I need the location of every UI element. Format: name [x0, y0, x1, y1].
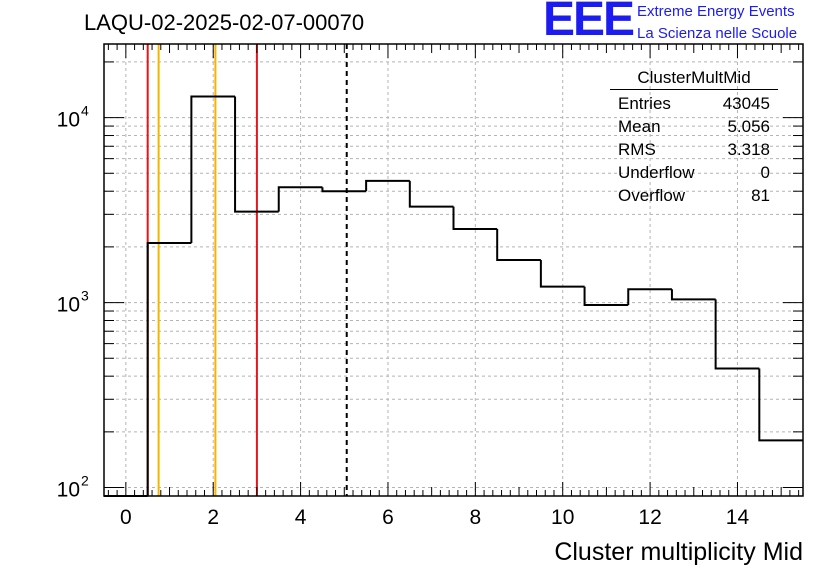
y-tick-label: 10: [57, 109, 80, 132]
x-tick-label: 10: [551, 506, 574, 529]
histogram-bin: [714, 299, 760, 370]
histogram-title: LAQU-02-2025-02-07-00070: [84, 10, 365, 35]
histogram-bin: [758, 368, 803, 442]
stats-label: Underflow: [618, 163, 695, 182]
stats-label: RMS: [618, 140, 656, 159]
x-tick-label: 14: [726, 506, 750, 529]
x-tick-label: 8: [470, 506, 482, 529]
histogram-bin: [190, 95, 236, 243]
histogram-bin: [277, 186, 323, 212]
x-tick-label: 0: [120, 506, 132, 529]
x-tick-label: 12: [638, 506, 661, 529]
y-tick-exponent: 4: [81, 103, 89, 119]
histogram-bin: [408, 180, 454, 208]
plot-frame-rect: [103, 43, 804, 497]
stats-row-mean: Mean 5.056: [610, 115, 778, 138]
x-tick-label: 4: [295, 506, 307, 529]
y-tick-label: 10: [57, 479, 80, 502]
eee-logo-mark: EEE: [543, 0, 635, 46]
y-tick-label: 10: [57, 294, 80, 317]
x-axis-label: Cluster multiplicity Mid: [554, 538, 803, 566]
histogram-bin: [496, 228, 541, 261]
grid: [104, 44, 803, 496]
histogram-bin: [321, 187, 367, 193]
stats-box: ClusterMultMid Entries 43045 Mean 5.056 …: [610, 68, 778, 207]
stats-label: Overflow: [618, 186, 686, 205]
stats-box-title: ClusterMultMid: [610, 68, 778, 90]
histogram-bin: [234, 96, 279, 213]
eee-logo-line2: La Scienza nelle Scuole: [637, 25, 798, 42]
stats-row-underflow: Underflow 0: [610, 161, 778, 184]
stats-row-overflow: Overflow 81: [610, 184, 778, 207]
histogram-bin: [365, 179, 410, 192]
histogram-bin: [452, 206, 498, 230]
histogram-bin: [627, 288, 672, 306]
y-tick-exponent: 3: [81, 288, 89, 304]
histogram-bin: [670, 289, 716, 301]
stats-value: 3.318: [727, 140, 770, 159]
histogram: [104, 95, 803, 497]
marker-lines: [146, 44, 348, 496]
stats-row-entries: Entries 43045: [610, 92, 778, 115]
stats-row-rms: RMS 3.318: [610, 138, 778, 161]
x-tick-label: 6: [382, 506, 394, 529]
axis-ticks: [104, 44, 803, 497]
stats-label: Entries: [618, 94, 671, 113]
eee-logo-line1: Extreme Energy Events: [637, 3, 795, 20]
y-tick-exponent: 2: [81, 473, 89, 489]
histogram-bin: [146, 241, 192, 496]
plot-frame: [103, 43, 804, 497]
stats-value: 81: [751, 186, 770, 205]
x-tick-label: 2: [207, 506, 219, 529]
histogram-bin: [583, 286, 629, 307]
stats-value: 0: [760, 163, 770, 182]
histogram-bin: [539, 259, 585, 288]
stats-value: 5.056: [727, 117, 770, 136]
stats-label: Mean: [618, 117, 661, 136]
stats-value: 43045: [722, 94, 770, 113]
